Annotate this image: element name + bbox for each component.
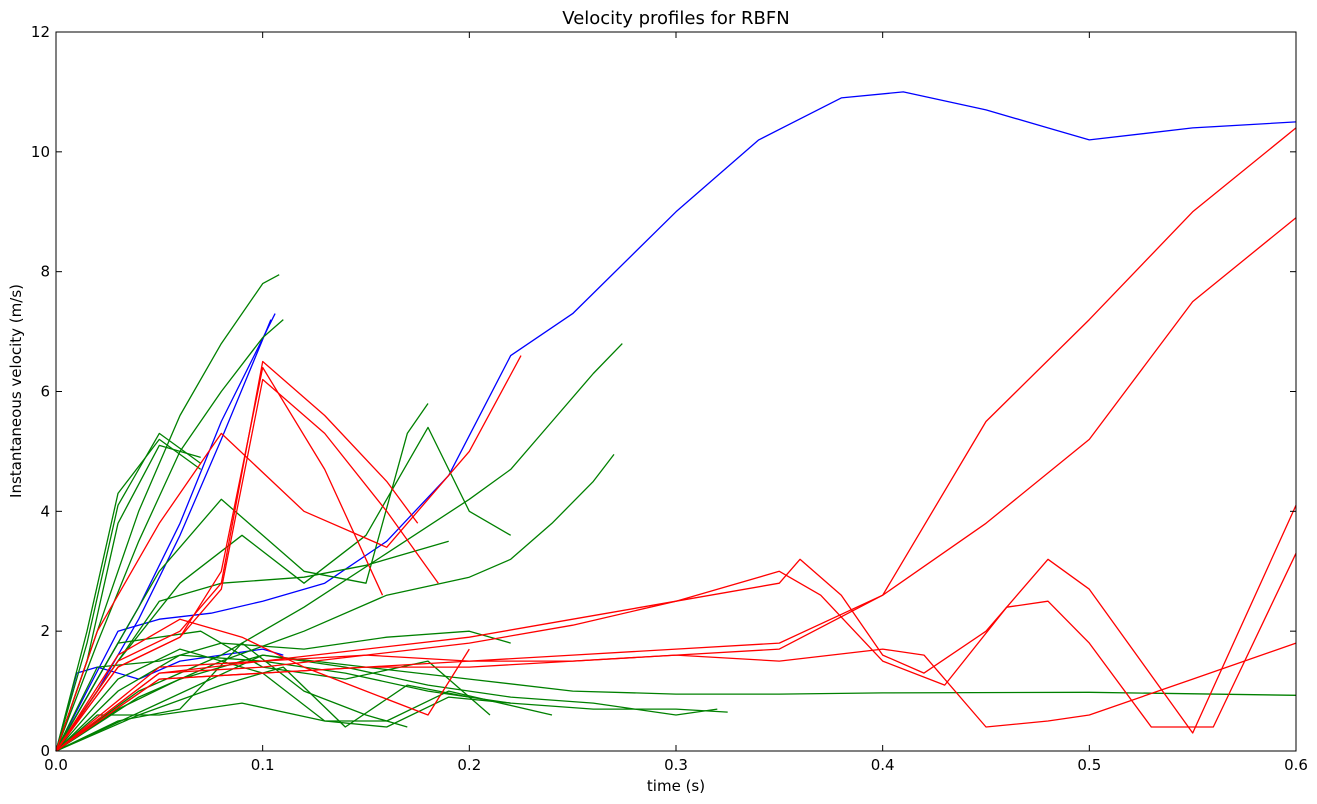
- x-tick-label: 0.1: [251, 756, 275, 774]
- series-line-red-23: [55, 355, 522, 752]
- series-line-green-10: [55, 426, 512, 752]
- series-line-green-20: [55, 642, 408, 752]
- series-line-green-11: [55, 343, 623, 752]
- series-line-green-9: [55, 403, 429, 752]
- series-line-green-17: [55, 630, 511, 752]
- series-line-green-22: [55, 648, 553, 752]
- y-tick-label: 2: [40, 622, 50, 640]
- y-tick-label: 0: [40, 742, 50, 760]
- series-line-red-29: [55, 553, 1297, 752]
- series-line-red-26: [55, 366, 384, 752]
- series-line-green-16: [55, 696, 511, 752]
- x-tick-label: 0.4: [871, 756, 895, 774]
- series-line-green-8: [55, 444, 201, 752]
- x-tick-label: 0.2: [457, 756, 481, 774]
- series-line-green-4: [55, 274, 280, 752]
- series-line-green-15: [55, 654, 718, 752]
- y-tick-label: 12: [31, 23, 50, 41]
- series-line-green-21: [55, 666, 470, 752]
- series-line-red-27: [55, 618, 470, 752]
- series-layer: [55, 91, 1297, 752]
- y-axis-label: Instantaneous velocity (m/s): [7, 284, 25, 498]
- plot-frame: [55, 31, 1297, 752]
- series-line-green-13: [55, 654, 1297, 752]
- y-tick-label: 6: [40, 383, 50, 401]
- x-tick-label: 0.3: [664, 756, 688, 774]
- x-tick-label: 0.6: [1284, 756, 1308, 774]
- series-line-red-28: [55, 505, 1297, 752]
- series-line-blue-3: [55, 648, 284, 752]
- x-tick-label: 0.0: [44, 756, 68, 774]
- y-tick-label: 8: [40, 263, 50, 281]
- series-line-green-6: [55, 432, 202, 752]
- series-line-red-30: [55, 127, 1297, 752]
- series-line-red-32: [55, 642, 1297, 752]
- x-axis-label: time (s): [647, 777, 705, 795]
- y-tick-label: 4: [40, 502, 50, 520]
- y-tick-label: 10: [31, 143, 50, 161]
- series-line-blue-0: [55, 91, 1297, 752]
- series-line-green-12: [55, 454, 615, 752]
- chart-title: Velocity profiles for RBFN: [562, 8, 789, 29]
- ticks-layer: 0.0 0.1 0.2 0.3 0.4 0.5 0.6 0 2 4 6 8 10 12: [31, 23, 1308, 774]
- x-tick-label: 0.5: [1077, 756, 1101, 774]
